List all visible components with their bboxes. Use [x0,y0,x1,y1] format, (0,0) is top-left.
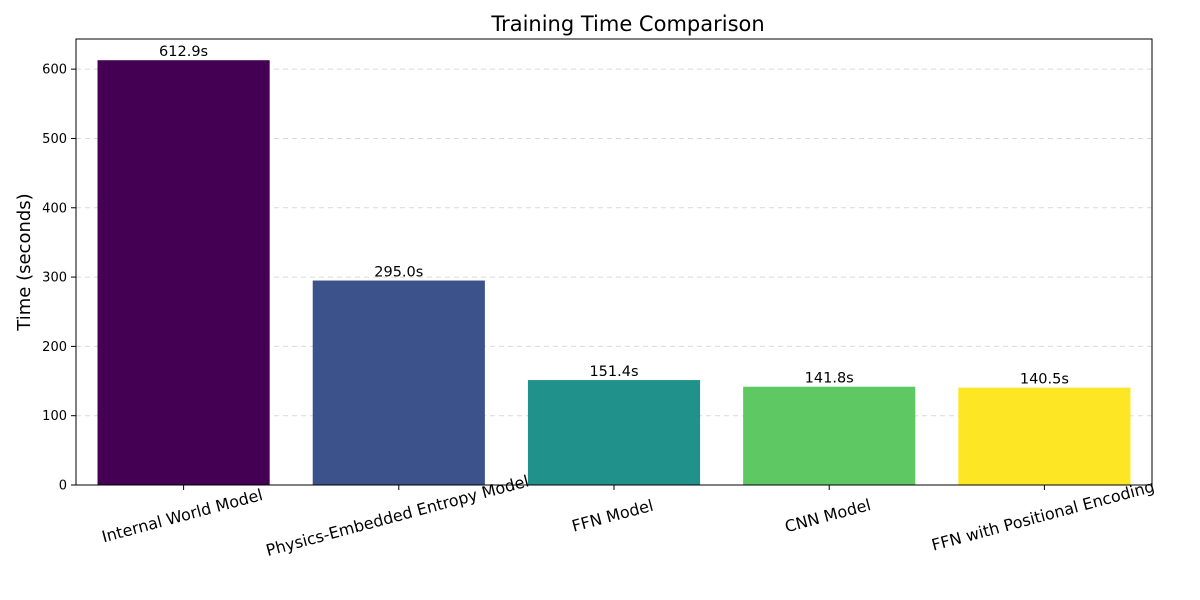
bar [743,386,916,485]
y-tick-label: 400 [42,201,67,216]
y-axis-ticks: 0 100 200 300 400 500 600 [42,63,76,494]
bar [958,387,1131,485]
bar-value-label: 140.5s [1020,372,1069,388]
y-tick-label: 300 [42,271,67,286]
bar-value-label: 295.0s [374,265,423,281]
bar-value-label: 141.8s [805,371,854,387]
y-tick-label: 100 [42,409,67,424]
bar [312,280,485,485]
y-tick-label: 500 [42,132,67,147]
y-axis-label: Time (seconds) [14,193,35,331]
bar [527,380,701,485]
y-tick-label: 600 [42,63,67,78]
x-tick-label: Internal World Model [100,485,265,546]
data-labels: 612.9s 295.0s 151.4s 141.8s 140.5s [159,44,1069,387]
x-tick-label: CNN Model [783,495,873,536]
x-tick-label: FFN with Positional Encoding [930,477,1157,555]
chart-title: Training Time Comparison [490,12,764,36]
x-tick-label: FFN Model [570,496,656,536]
bar-value-label: 612.9s [159,44,208,60]
bar [97,60,270,485]
bars [97,60,1131,485]
bar-value-label: 151.4s [589,364,638,380]
y-tick-label: 200 [42,340,67,355]
y-tick-label: 0 [59,479,67,494]
